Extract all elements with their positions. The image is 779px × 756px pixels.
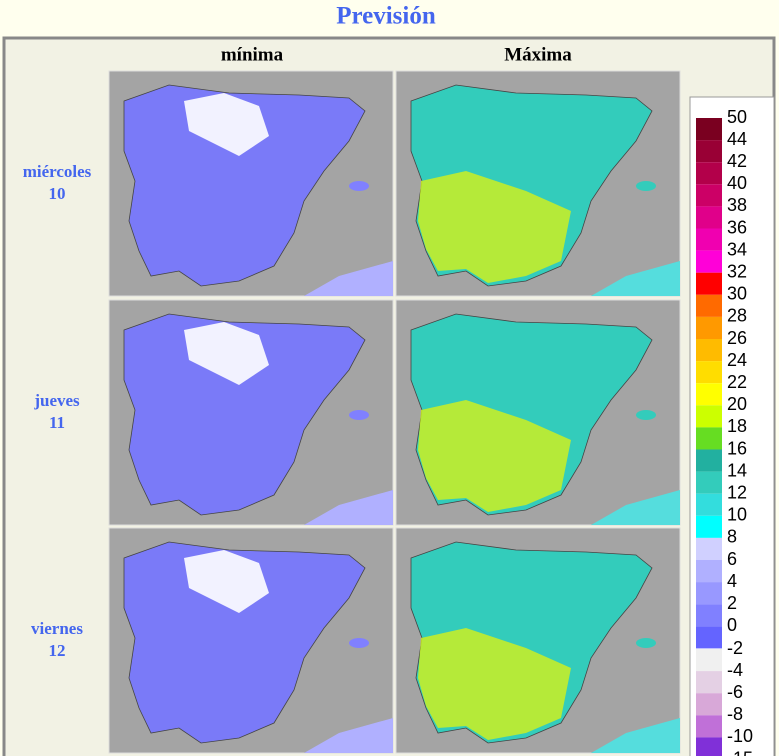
legend-swatch xyxy=(696,316,722,339)
legend-swatch xyxy=(696,405,722,428)
legend-swatch xyxy=(696,560,722,583)
legend-swatch xyxy=(696,449,722,472)
legend-label: 42 xyxy=(727,151,747,171)
column-header: Máxima xyxy=(504,44,572,65)
island xyxy=(349,181,369,191)
legend-label: 40 xyxy=(727,173,747,193)
legend-label: 28 xyxy=(727,306,747,326)
legend-swatch xyxy=(696,140,722,163)
day-label: jueves xyxy=(33,391,80,410)
land xyxy=(123,84,366,287)
legend-swatch xyxy=(696,626,722,649)
legend-label: 2 xyxy=(727,593,737,613)
legend-swatch xyxy=(696,118,722,141)
legend-swatch xyxy=(696,206,722,229)
legend-label: 50 xyxy=(727,107,747,127)
legend-swatch xyxy=(696,383,722,406)
legend-label: 8 xyxy=(727,527,737,547)
legend-swatch xyxy=(696,582,722,605)
legend-label: -4 xyxy=(727,660,743,680)
date-label: 12 xyxy=(49,641,66,660)
legend-label: 44 xyxy=(727,129,747,149)
warm-area xyxy=(418,628,571,740)
legend-label: 38 xyxy=(727,195,747,215)
legend-swatch xyxy=(696,693,722,716)
legend-label: 26 xyxy=(727,328,747,348)
legend-label: 20 xyxy=(727,394,747,414)
africa xyxy=(304,261,393,296)
land xyxy=(123,313,366,516)
legend-label: 10 xyxy=(727,505,747,525)
date-label: 11 xyxy=(49,413,65,432)
legend-label: -10 xyxy=(727,726,753,746)
legend-label: 30 xyxy=(727,284,747,304)
legend-swatch xyxy=(696,604,722,627)
legend-label: 36 xyxy=(727,217,747,237)
legend-label: 4 xyxy=(727,571,737,591)
legend-swatch xyxy=(696,493,722,516)
day-label: miércoles xyxy=(23,162,92,181)
africa xyxy=(591,718,680,753)
cold-area xyxy=(184,550,269,613)
legend-label: -6 xyxy=(727,682,743,702)
legend-label: 12 xyxy=(727,482,747,502)
legend-label: -8 xyxy=(727,704,743,724)
page-title: Previsión xyxy=(336,3,436,30)
legend-label: 24 xyxy=(727,350,747,370)
legend-swatch xyxy=(696,162,722,185)
legend-label: 18 xyxy=(727,416,747,436)
legend-swatch xyxy=(696,715,722,738)
column-header: mínima xyxy=(221,44,284,65)
island xyxy=(349,410,369,420)
africa xyxy=(304,718,393,753)
island xyxy=(349,638,369,648)
legend-swatch xyxy=(696,427,722,450)
legend-label: 14 xyxy=(727,460,747,480)
legend-swatch xyxy=(696,515,722,538)
legend-swatch xyxy=(696,649,722,672)
legend-swatch xyxy=(696,272,722,295)
legend-swatch xyxy=(696,471,722,494)
legend-swatch xyxy=(696,184,722,207)
legend-swatch xyxy=(696,339,722,362)
africa xyxy=(591,490,680,525)
legend-label: 6 xyxy=(727,549,737,569)
land xyxy=(123,541,366,744)
legend-swatch xyxy=(696,671,722,694)
legend-label: 22 xyxy=(727,372,747,392)
warm-area xyxy=(418,400,571,512)
legend-swatch xyxy=(696,250,722,273)
legend-swatch xyxy=(696,294,722,317)
legend-label: -2 xyxy=(727,638,743,658)
africa xyxy=(304,490,393,525)
legend-label: 0 xyxy=(727,615,737,635)
date-label: 10 xyxy=(49,184,66,203)
legend-label: 32 xyxy=(727,261,747,281)
warm-area xyxy=(418,171,571,283)
day-label: viernes xyxy=(31,619,83,638)
africa xyxy=(591,261,680,296)
cold-area xyxy=(184,93,269,156)
island xyxy=(636,181,656,191)
legend-label: -15 xyxy=(727,748,753,756)
island xyxy=(636,638,656,648)
island xyxy=(636,410,656,420)
legend-swatch xyxy=(696,537,722,560)
cold-area xyxy=(184,322,269,385)
legend-swatch xyxy=(696,361,722,384)
legend-swatch xyxy=(696,228,722,251)
legend-label: 34 xyxy=(727,239,747,259)
legend-label: 16 xyxy=(727,438,747,458)
legend-swatch xyxy=(696,737,722,756)
